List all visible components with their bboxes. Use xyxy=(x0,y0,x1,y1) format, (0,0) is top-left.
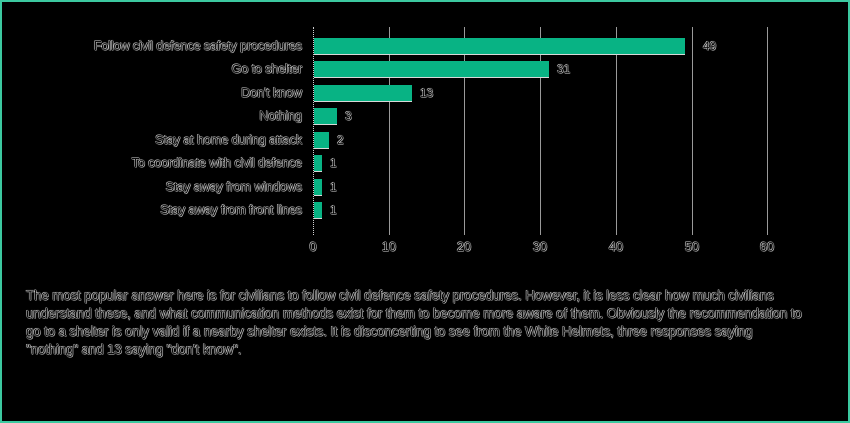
value-label: 31 xyxy=(557,62,571,76)
value-label: 2 xyxy=(337,133,344,147)
category-label: Stay away from front lines xyxy=(160,202,302,217)
gridline xyxy=(464,27,465,235)
gridline xyxy=(692,27,693,235)
y-axis-line xyxy=(313,27,314,235)
caption-text: The most popular answer here is for civi… xyxy=(26,288,802,357)
value-label: 3 xyxy=(345,109,352,123)
gridline xyxy=(767,27,768,235)
gridline xyxy=(540,27,541,235)
x-tick-label: 30 xyxy=(532,239,548,254)
bar xyxy=(314,108,337,124)
category-label: Don't know xyxy=(241,85,302,100)
x-tick-label: 40 xyxy=(608,239,624,254)
x-tick-label: 50 xyxy=(684,239,700,254)
value-label: 1 xyxy=(330,156,337,170)
value-label: 49 xyxy=(703,39,717,53)
category-label: Follow civil defence safety procedures xyxy=(93,38,303,53)
gridline xyxy=(616,27,617,235)
value-label: 1 xyxy=(330,180,337,194)
category-label: To coordinate with civil defence xyxy=(131,155,303,170)
value-label: 13 xyxy=(420,86,434,100)
value-label: 1 xyxy=(330,203,337,217)
category-label: Go to shelter xyxy=(231,61,302,76)
bar-chart: 0 10 20 30 40 50 60 Follow civil defence safety… xyxy=(2,2,848,262)
x-tick-label: 20 xyxy=(456,239,472,254)
bar xyxy=(314,155,322,171)
bar xyxy=(314,179,322,195)
category-label: Nothing xyxy=(259,108,302,123)
category-label: Stay at home during attack xyxy=(155,132,302,147)
bar xyxy=(314,132,329,148)
gridline xyxy=(389,27,390,235)
bar xyxy=(314,61,549,77)
bar xyxy=(314,38,685,54)
category-label: Stay away from windows xyxy=(165,179,303,194)
x-tick-label: 60 xyxy=(759,239,775,254)
x-tick-label: 10 xyxy=(381,239,397,254)
bar xyxy=(314,85,412,101)
x-tick-label: 0 xyxy=(309,239,317,254)
bar xyxy=(314,202,322,218)
